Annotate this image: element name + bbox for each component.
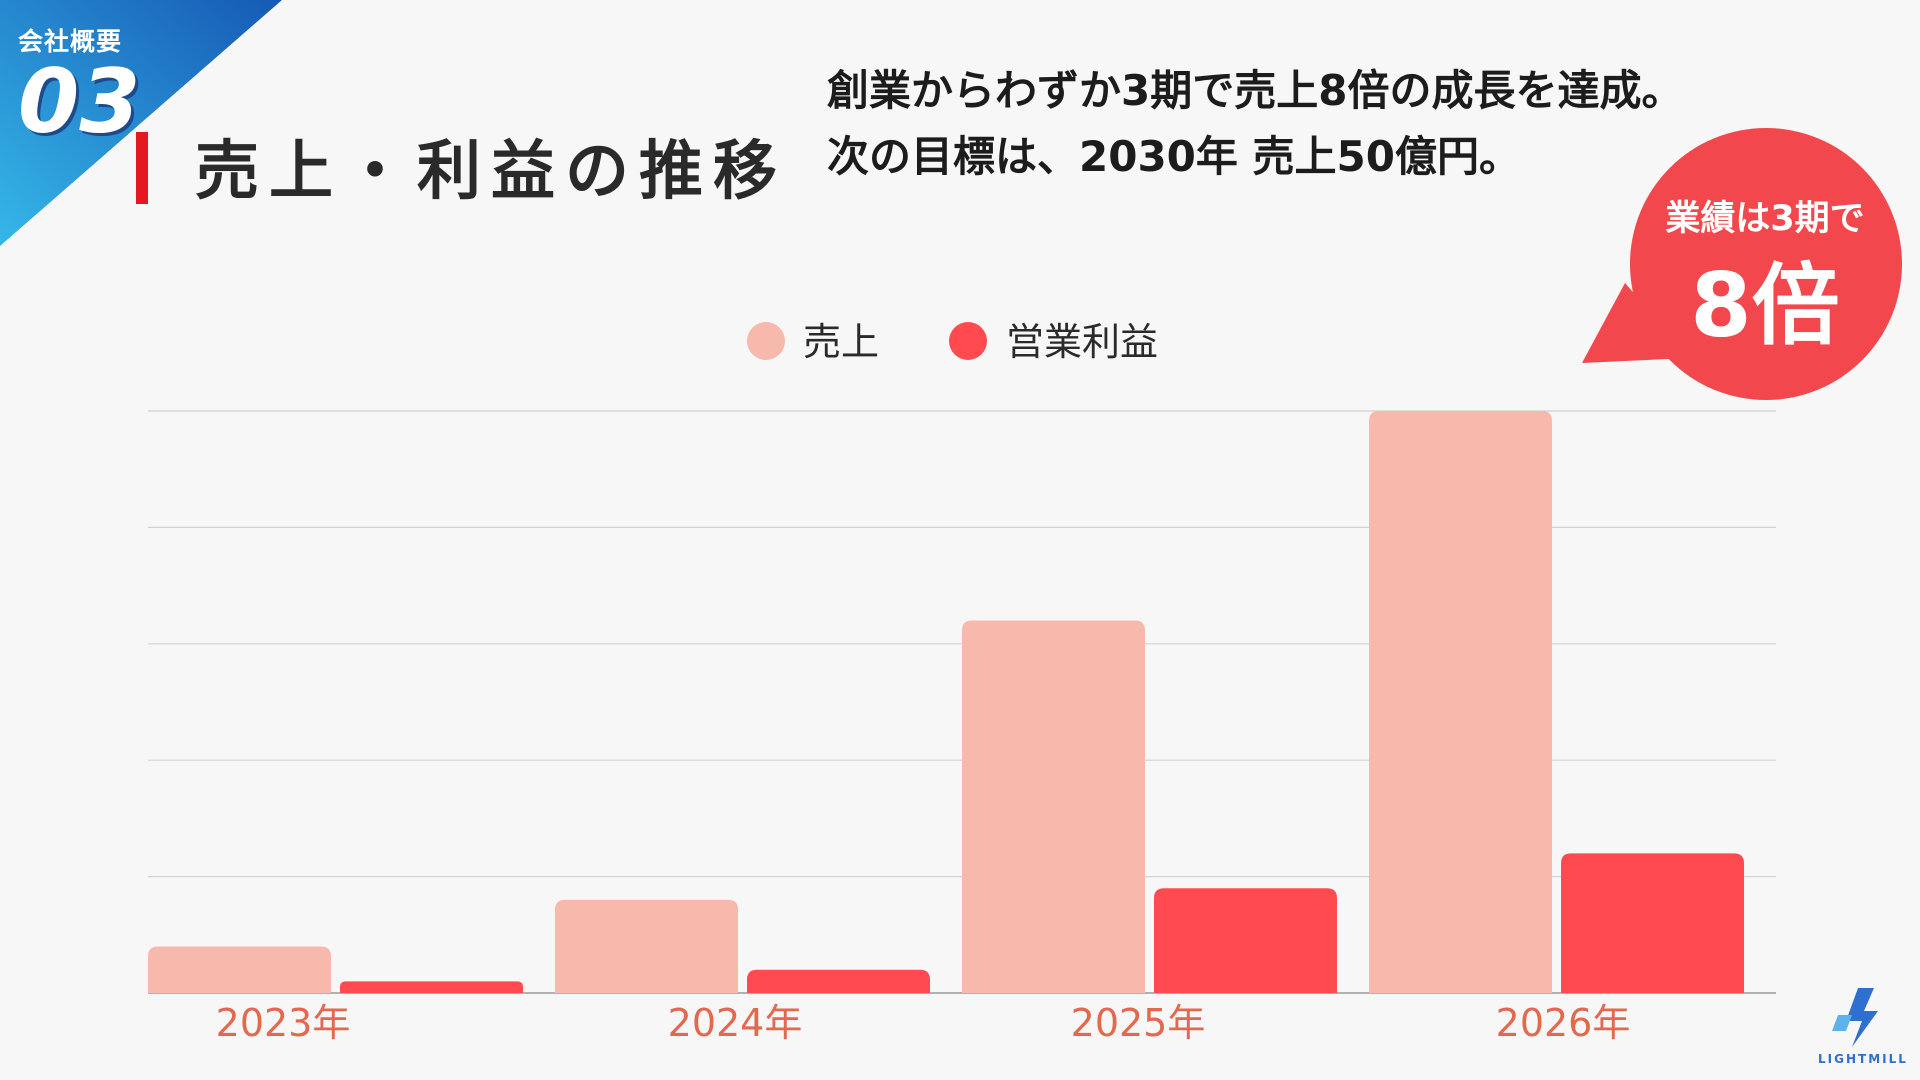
legend-operating-profit-label: 営業利益 — [1006, 320, 1158, 364]
x-tick-labels: 2023年 2024年 2025年 2026年 — [216, 1001, 1631, 1045]
page-title: 売上・利益の推移 — [195, 135, 787, 209]
growth-badge — [1582, 128, 1902, 400]
bar-operating-profit-3 — [1561, 853, 1744, 993]
bar-revenue-2 — [962, 620, 1145, 993]
headline-line-1: 創業からわずか3期で売上8倍の成長を達成。 — [827, 66, 1684, 115]
logo-text: LIGHTMILL — [1818, 1052, 1908, 1066]
x-tick-label: 2025年 — [1071, 1001, 1206, 1045]
bars — [148, 411, 1744, 993]
headline: 創業からわずか3期で売上8倍の成長を達成。 次の目標は、2030年 売上50億円… — [827, 58, 1683, 190]
headline-line-2: 次の目標は、2030年 売上50億円。 — [827, 132, 1521, 181]
title-accent-bar — [136, 132, 148, 204]
x-tick-label: 2026年 — [1496, 1001, 1631, 1045]
bar-revenue-1 — [555, 899, 738, 993]
x-tick-label: 2023年 — [216, 1001, 351, 1045]
bar-operating-profit-1 — [747, 969, 930, 993]
section-label: 会社概要 — [18, 27, 123, 56]
badge-line-2: 8倍 — [1690, 254, 1840, 357]
legend-operating-profit-swatch — [949, 322, 987, 360]
legend-revenue-label: 売上 — [803, 320, 879, 364]
section-number: 03 — [18, 50, 141, 153]
legend: 売上 営業利益 — [747, 320, 1158, 364]
corner-ribbon — [0, 0, 282, 246]
bar-operating-profit-2 — [1154, 888, 1337, 993]
bar-revenue-3 — [1369, 411, 1552, 993]
badge-line-1: 業績は3期で — [1665, 199, 1865, 239]
lightning-logo-icon — [1832, 988, 1878, 1047]
x-tick-label: 2024年 — [668, 1001, 803, 1045]
bar-revenue-0 — [148, 946, 331, 993]
bar-operating-profit-0 — [340, 981, 523, 993]
legend-revenue-swatch — [747, 322, 785, 360]
